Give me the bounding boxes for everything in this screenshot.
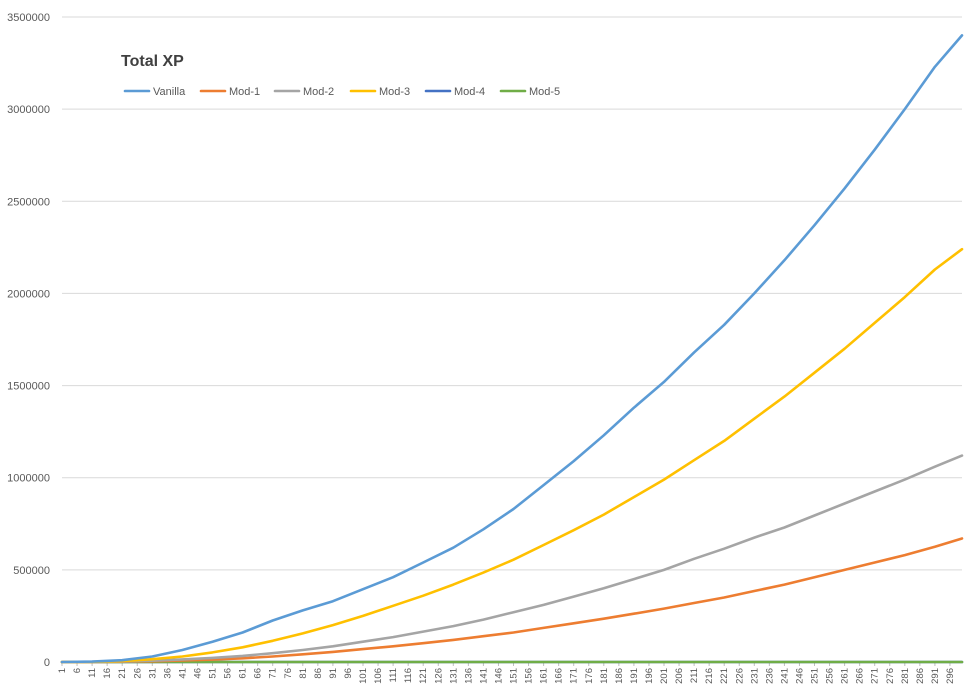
x-tick-label: 161 [539,668,550,684]
x-axis-ticks: 1 6 11 16 21 26 31 36 41 46 51 56 61 66 71 76 81 86 91 96 10… [57,662,956,684]
x-tick-label: 111 [388,668,399,682]
x-tick-label: 221 [719,668,730,684]
x-tick-label: 201 [659,668,670,684]
legend-label: Mod-1 [229,86,260,98]
y-tick-label: 3500000 [7,12,50,24]
x-tick-label: 91 [328,668,339,679]
x-tick-label: 261 [840,668,851,684]
x-tick-label: 131 [448,668,459,684]
x-tick-label: 236 [764,668,775,684]
x-tick-label: 81 [298,668,309,679]
x-tick-label: 156 [524,668,535,684]
x-tick-label: 141 [478,668,489,684]
x-tick-label: 51 [208,668,219,679]
x-tick-label: 16 [102,668,113,679]
x-tick-label: 206 [674,668,685,684]
x-tick-label: 216 [704,668,715,684]
x-tick-label: 121 [418,668,429,684]
x-tick-label: 166 [554,668,565,684]
y-tick-label: 0 [44,657,50,669]
x-tick-label: 31 [147,668,158,679]
y-axis-ticks: 0 500000 1000000 1500000 2000000 2500000 30000… [7,12,50,669]
x-tick-label: 251 [810,668,821,684]
x-tick-label: 6 [72,668,83,673]
x-tick-label: 281 [900,668,911,684]
x-tick-label: 71 [268,668,279,679]
x-tick-label: 41 [177,668,188,679]
y-tick-label: 3000000 [7,104,50,116]
x-tick-label: 56 [223,668,234,679]
x-tick-label: 1 [57,668,68,673]
x-tick-label: 136 [463,668,474,684]
series-line-mod-2 [60,454,964,664]
series-line-mod-1 [60,537,964,664]
x-tick-label: 256 [825,668,836,684]
x-tick-label: 231 [749,668,760,684]
x-tick-label: 61 [238,668,249,679]
legend-label: Mod-4 [454,86,485,98]
x-tick-label: 276 [885,668,896,684]
x-tick-label: 291 [930,668,941,684]
series-lines [60,34,964,664]
x-tick-label: 176 [584,668,595,684]
series-line-vanilla [60,34,964,664]
y-tick-label: 1000000 [7,473,50,485]
legend: Vanilla Mod-1 Mod-2 Mod-3 Mod-4 Mod-5 [123,86,560,98]
x-tick-label: 266 [855,668,866,684]
x-tick-label: 146 [493,668,504,684]
x-tick-label: 26 [132,668,143,679]
x-tick-label: 286 [915,668,926,684]
x-tick-label: 116 [403,668,414,683]
x-tick-label: 96 [343,668,354,679]
x-tick-label: 186 [614,668,625,684]
series-line-mod-3 [60,247,964,664]
legend-label: Mod-2 [303,86,334,98]
x-tick-label: 181 [599,668,610,684]
x-tick-label: 76 [283,668,294,679]
chart-title: Total XP [121,53,184,70]
x-tick-label: 191 [629,668,640,684]
x-tick-label: 241 [779,668,790,684]
x-tick-label: 171 [569,668,580,684]
legend-label: Mod-5 [529,86,560,98]
x-tick-label: 106 [373,668,384,684]
x-tick-label: 36 [162,668,173,679]
gridlines [62,16,962,663]
x-tick-label: 46 [192,668,203,679]
y-tick-label: 2500000 [7,196,50,208]
x-tick-label: 271 [870,668,881,684]
y-tick-label: 2000000 [7,288,50,300]
x-tick-label: 86 [313,668,324,679]
y-tick-label: 1500000 [7,381,50,393]
x-tick-label: 11 [87,668,98,678]
x-tick-label: 101 [358,668,369,684]
y-tick-label: 500000 [13,565,50,577]
x-tick-label: 296 [945,668,956,684]
x-tick-label: 21 [117,668,128,679]
x-tick-label: 151 [509,668,520,684]
legend-label: Mod-3 [379,86,410,98]
x-tick-label: 246 [794,668,805,684]
x-tick-label: 66 [253,668,264,679]
x-tick-label: 226 [734,668,745,684]
legend-label: Vanilla [153,86,186,98]
x-tick-label: 211 [689,668,700,683]
x-tick-label: 126 [433,668,444,684]
x-tick-label: 196 [644,668,655,684]
